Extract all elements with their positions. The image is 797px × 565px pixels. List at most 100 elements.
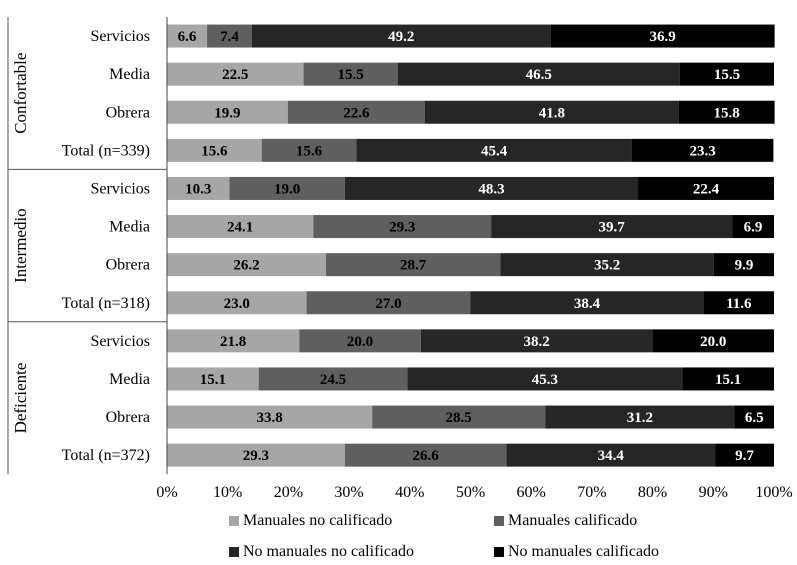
bar-segment (470, 291, 704, 315)
data-label: 6.6 (178, 29, 197, 45)
category-label: Obrera (106, 104, 150, 121)
x-tick-label: 10% (213, 484, 242, 501)
data-label: 31.2 (627, 410, 653, 426)
data-label: 38.4 (574, 296, 601, 312)
bar-segment (167, 176, 230, 200)
bar-segment (652, 329, 774, 353)
data-label: 22.5 (222, 67, 248, 83)
bar-segment (678, 100, 775, 124)
bar-segment (287, 100, 425, 124)
data-label: 36.9 (649, 29, 675, 45)
bar-segment (167, 405, 373, 429)
data-label: 46.5 (526, 67, 552, 83)
data-label: 48.3 (478, 181, 504, 197)
data-label: 20.0 (347, 334, 373, 350)
x-tick-label: 40% (395, 484, 424, 501)
bar-segment (306, 291, 471, 315)
data-label: 34.4 (598, 448, 625, 464)
data-label: 45.4 (481, 143, 508, 159)
group-label: Intermedio (11, 208, 30, 283)
data-label: 22.6 (343, 105, 370, 121)
bar-segment (638, 176, 774, 200)
bar-segment (407, 367, 683, 391)
data-label: 41.8 (539, 105, 565, 121)
data-label: 22.4 (693, 181, 720, 197)
bar-segment (703, 291, 774, 315)
data-label: 38.2 (524, 334, 550, 350)
data-label: 28.7 (400, 258, 427, 274)
data-label: 15.1 (715, 372, 741, 388)
bar-segment (167, 62, 304, 86)
category-label: Total (n=372) (62, 447, 150, 464)
legend-label: Manuales calificado (508, 512, 637, 529)
bar-segment (344, 443, 507, 467)
bar-segment (167, 24, 208, 48)
x-tick-label: 90% (699, 484, 728, 501)
bar-segment (734, 405, 774, 429)
bar-segment (732, 215, 774, 239)
bar-segment (420, 329, 653, 353)
data-label: 15.5 (714, 67, 740, 83)
data-label: 15.1 (200, 372, 226, 388)
bar-segment (372, 405, 546, 429)
bar-segment (715, 443, 774, 467)
bar-segment (506, 443, 716, 467)
bar-segment (167, 291, 307, 315)
group-label: Confortable (11, 53, 30, 134)
bar-segment (229, 176, 345, 200)
data-label: 10.3 (185, 181, 211, 197)
data-label: 24.5 (320, 372, 346, 388)
bar-segment (545, 405, 735, 429)
legend-swatch (229, 516, 239, 526)
data-label: 39.7 (599, 220, 626, 236)
x-tick-label: 60% (517, 484, 546, 501)
bars (167, 24, 775, 467)
data-label: 27.0 (375, 296, 401, 312)
bar-segment (356, 138, 632, 162)
category-labels: Servicios Media Obrera Total (n=339) Servici… (62, 28, 150, 464)
data-label: 33.8 (256, 410, 282, 426)
data-label: 19.0 (274, 181, 300, 197)
bar-segment (424, 100, 679, 124)
data-label: 24.1 (227, 220, 253, 236)
x-axis: 0% 10% 20% 30% 40% 50% 60% 70% 80% 90% 100% (156, 17, 793, 501)
data-label: 26.2 (233, 258, 259, 274)
data-label: 9.9 (735, 258, 754, 274)
bar-segment (313, 215, 492, 239)
legend-label: No manuales calificado (508, 543, 659, 560)
data-label: 23.0 (224, 296, 250, 312)
category-label: Media (109, 371, 150, 388)
bar-segment (491, 215, 733, 239)
bar-segment (299, 329, 421, 353)
data-label: 49.2 (388, 29, 414, 45)
category-label: Servicios (90, 28, 150, 45)
bar-segment (550, 24, 775, 48)
bar-segment (167, 138, 262, 162)
data-label: 9.7 (735, 448, 754, 464)
bar-segment (167, 367, 259, 391)
data-label: 6.5 (745, 410, 764, 426)
category-label: Total (n=339) (62, 142, 150, 159)
legend-swatch (229, 547, 239, 557)
data-label: 26.6 (412, 448, 439, 464)
bar-segment (251, 24, 551, 48)
data-label: 21.8 (220, 334, 246, 350)
legend-label: Manuales no calificado (243, 512, 392, 529)
bar-segment (167, 215, 314, 239)
bar-segment (682, 367, 774, 391)
data-label: 45.3 (532, 372, 558, 388)
legend: Manuales no calificado Manuales calificad… (229, 512, 659, 560)
bar-segment (500, 253, 714, 277)
data-label: 35.2 (594, 258, 620, 274)
legend-label: No manuales no calificado (243, 543, 414, 560)
bar-segment (631, 138, 774, 162)
category-label: Obrera (106, 409, 150, 426)
bar-segment (713, 253, 774, 277)
bar-segment (397, 62, 680, 86)
category-label: Servicios (90, 180, 150, 197)
data-label: 15.6 (296, 143, 323, 159)
data-label: 29.3 (389, 220, 415, 236)
bar-segment (167, 253, 327, 277)
bar-segment (167, 443, 345, 467)
